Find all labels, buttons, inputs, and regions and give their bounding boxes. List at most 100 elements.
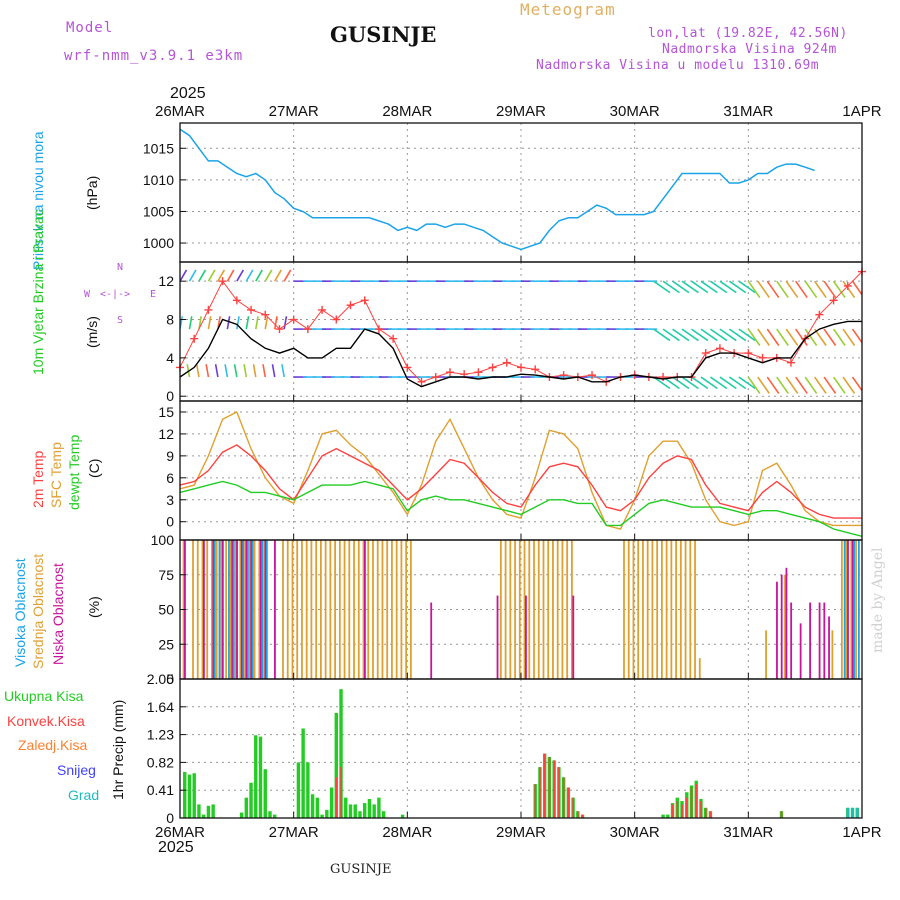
mid-cloud-bar — [685, 540, 687, 679]
mid-cloud-bar — [628, 540, 630, 679]
mid-cloud-bar — [528, 540, 530, 679]
mid-cloud-bar — [329, 540, 331, 679]
y-tick-label: 25 — [158, 636, 174, 652]
conv-rain-bar — [695, 784, 697, 818]
wind-barb — [862, 281, 873, 297]
wind-barb — [206, 364, 208, 377]
wind-barb — [216, 364, 218, 377]
high-cloud-bar — [228, 540, 230, 679]
total-rain-bar — [245, 798, 248, 818]
mid-cloud-bar — [543, 540, 545, 679]
wind-barb — [777, 281, 788, 297]
y-tick-label: 1005 — [143, 203, 174, 219]
total-rain-bar — [297, 762, 300, 818]
mid-cloud-bar — [216, 540, 218, 679]
total-rain-bar — [316, 798, 319, 818]
total-rain-bar — [249, 783, 252, 818]
wind-barb — [189, 270, 196, 281]
wind-barb — [692, 329, 708, 340]
wind-barb — [710, 377, 726, 388]
mid-cloud-bar — [547, 540, 549, 679]
mid-cloud-bar — [287, 540, 289, 679]
mid-cloud-bar — [509, 540, 511, 679]
wind-barb — [197, 364, 199, 377]
wind-barb — [824, 281, 835, 297]
mid-cloud-bar — [652, 540, 654, 679]
wind-barb — [225, 364, 227, 377]
low-cloud-bar — [819, 603, 821, 679]
conv-rain-bar — [534, 784, 536, 818]
mid-cloud-bar — [566, 540, 568, 679]
mid-cloud-bar — [694, 540, 696, 679]
high-cloud-bar — [261, 540, 263, 679]
wind-barb — [796, 281, 807, 297]
total-rain-bar — [240, 813, 243, 818]
meteogram-charts: 26MAR26MAR27MAR27MAR28MAR28MAR29MAR29MAR… — [0, 0, 900, 900]
total-rain-bar — [211, 804, 214, 818]
mid-cloud-bar — [325, 540, 327, 679]
conv-rain-bar — [558, 767, 560, 818]
wind-barb — [720, 377, 736, 388]
mid-cloud-bar — [400, 540, 402, 679]
wind-barb — [237, 270, 244, 281]
total-rain-bar — [264, 769, 267, 818]
y-tick-label: 4 — [166, 350, 174, 366]
y-tick-label: 0 — [166, 810, 174, 826]
wind-barb — [663, 329, 679, 340]
mid-cloud-bar — [282, 540, 284, 679]
hail-bar — [851, 808, 854, 818]
low-cloud-bar — [203, 540, 205, 679]
wind-barb — [682, 329, 698, 340]
mid-cloud-bar — [500, 540, 502, 679]
high-cloud-bar — [219, 540, 221, 679]
y-tick-label: 12 — [158, 426, 174, 442]
wind-barb — [227, 270, 234, 281]
conv-rain-bar — [681, 804, 683, 818]
mid-cloud-bar — [519, 540, 521, 679]
wind-barb — [692, 281, 708, 292]
x-tick-top-29mar: 29MAR — [496, 103, 546, 120]
low-cloud-bar — [572, 596, 574, 679]
conv-rain-bar — [700, 801, 702, 818]
panel-frame-5 — [180, 679, 862, 818]
mid-cloud-bar — [637, 540, 639, 679]
wind-barb — [275, 270, 282, 281]
wind-barb — [246, 270, 253, 281]
total-rain-bar — [358, 811, 361, 818]
wind-barb — [199, 270, 206, 281]
mid-cloud-bar — [306, 540, 308, 679]
mid-cloud-bar — [296, 540, 298, 679]
wind-barb — [227, 316, 229, 329]
wind-barb — [767, 281, 778, 297]
mid-cloud-bar — [699, 658, 701, 679]
x-tick-top-1apr: 1APR — [842, 103, 881, 120]
mid-cloud-bar — [197, 540, 199, 679]
high-cloud-bar — [233, 540, 235, 679]
wind-barb — [663, 281, 679, 292]
wind-barb — [824, 329, 835, 345]
mid-cloud-bar — [386, 540, 388, 679]
wind-barb — [843, 377, 854, 393]
wind-barb — [786, 377, 797, 393]
mid-cloud-bar — [689, 540, 691, 679]
conv-rain-bar — [568, 787, 570, 818]
wind-barb — [777, 377, 788, 393]
conv-rain-bar — [340, 767, 342, 818]
panel-frame-1 — [180, 123, 862, 262]
wind-barb — [284, 270, 291, 281]
wind-barb — [824, 377, 835, 393]
mid-cloud-bar — [206, 540, 208, 679]
low-cloud-bar — [790, 603, 792, 679]
mid-cloud-bar — [344, 540, 346, 679]
y-tick-label: 0 — [166, 388, 174, 404]
y-tick-label: 75 — [158, 567, 174, 583]
total-rain-bar — [306, 762, 309, 818]
total-rain-bar — [311, 794, 314, 818]
total-rain-bar — [301, 728, 304, 818]
low-cloud-bar — [430, 603, 432, 679]
y-tick-label: 9 — [166, 448, 174, 464]
mid-cloud-bar — [358, 540, 360, 679]
wind-barb — [701, 329, 717, 340]
mid-cloud-bar — [339, 540, 341, 679]
mid-cloud-bar — [514, 540, 516, 679]
